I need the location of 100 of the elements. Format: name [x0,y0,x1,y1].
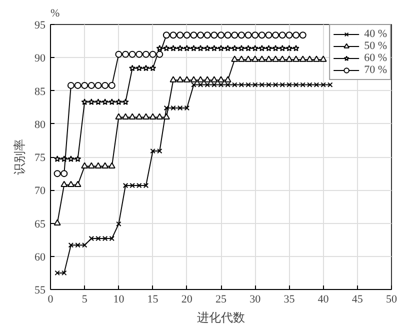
point [312,56,320,62]
point [238,32,245,39]
point [299,56,306,62]
point [231,32,238,39]
x-axis-title: 进化代数 [197,310,245,324]
point [218,44,224,52]
point [54,155,61,162]
y-axis-title: 识别率 [12,139,26,175]
point [128,50,136,58]
point [292,32,300,39]
point [94,162,102,169]
point [142,50,150,58]
x-tick-label: 35 [284,294,296,306]
point [272,44,279,52]
point [184,44,190,52]
point [265,56,272,62]
point [278,32,286,39]
point [136,64,143,72]
point [292,44,300,52]
y-tick-label: 75 [34,152,46,164]
point [190,32,198,39]
point [176,76,184,82]
point [278,56,286,62]
x-tick-label: 20 [181,294,193,306]
point [272,32,280,39]
point [272,56,280,62]
point [162,32,170,39]
point [197,44,204,52]
point [265,32,272,39]
point [136,50,143,58]
point [286,56,293,62]
point [142,113,150,120]
point [183,32,190,39]
point [176,32,184,39]
point [306,56,314,62]
x-tick-label: 5 [82,294,88,306]
point [60,180,68,188]
point [231,44,238,52]
point [116,221,122,227]
point [156,113,164,120]
y-tick-label: 65 [34,218,46,230]
point [204,76,211,82]
point [74,155,82,162]
point [115,113,122,120]
point [170,32,177,39]
point [224,44,232,52]
point [163,44,170,52]
y-tick-label: 55 [34,284,46,296]
x-tick-label: 30 [250,294,262,306]
y-tick-label: 85 [34,86,46,98]
point [183,76,190,82]
point [54,219,61,226]
point [210,76,218,82]
point [149,64,156,72]
point [252,32,259,39]
legend-label: 60 % [364,52,387,64]
point [74,82,82,89]
point [252,44,258,52]
legend-label: 40 % [364,28,387,40]
point [210,44,218,52]
point [258,44,266,52]
point [108,82,116,89]
legend-label: 70 % [364,64,387,76]
point [210,32,218,39]
point [94,98,102,105]
point [320,56,327,62]
point [81,82,88,89]
y-tick-label: 60 [34,251,46,264]
point [67,180,74,188]
point [88,162,95,169]
point [94,82,102,89]
point [108,98,116,105]
point [102,82,109,89]
point [238,44,245,52]
point [88,98,95,105]
point [88,82,95,89]
point [231,56,238,62]
point [68,155,74,162]
point [190,44,198,52]
y-tick-label: 90 [34,52,46,65]
point [299,32,306,39]
point [279,44,286,52]
point [197,76,204,82]
x-tick-label: 0 [48,294,54,306]
x-tick-label: 15 [147,294,159,306]
x-tick-label: 25 [216,294,227,306]
x-tick-label: 50 [386,294,398,306]
point [128,113,136,120]
point [244,56,252,62]
point [218,32,224,39]
point [102,98,108,105]
x-tick-label: 40 [318,294,330,306]
point [149,50,156,58]
point [190,76,198,82]
point [115,50,122,58]
point [224,76,232,82]
point [170,76,177,82]
point [292,56,300,62]
point [176,44,184,52]
point [81,98,88,105]
